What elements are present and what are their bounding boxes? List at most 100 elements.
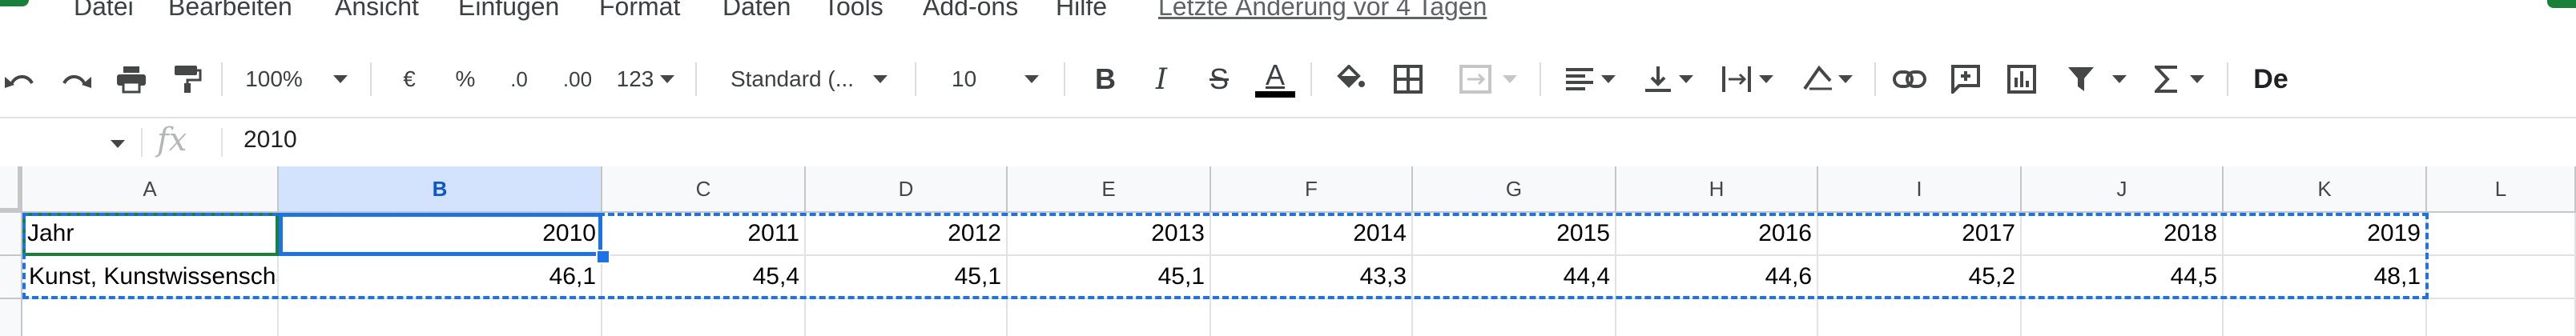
menu-file[interactable]: Datei — [74, 0, 134, 21]
cell-c1[interactable]: 2011 — [602, 213, 806, 256]
formula-divider — [141, 128, 143, 157]
cell-c3[interactable] — [602, 299, 806, 336]
text-rotation-select[interactable] — [1791, 50, 1863, 109]
borders-button[interactable] — [1386, 50, 1431, 109]
more-formats-select[interactable]: 123 — [609, 50, 682, 109]
column-header-c[interactable]: C — [602, 166, 806, 213]
menu-tools[interactable]: Tools — [823, 0, 883, 21]
italic-button[interactable]: I — [1139, 50, 1184, 109]
cell-d2[interactable]: 45,1 — [806, 256, 1008, 299]
text-wrapping-select[interactable] — [1711, 50, 1783, 109]
select-all-corner[interactable] — [0, 166, 22, 213]
column-header-g[interactable]: G — [1413, 166, 1616, 213]
functions-select[interactable] — [2143, 50, 2216, 109]
cell-k2[interactable]: 48,1 — [2224, 256, 2427, 299]
cell-h1[interactable]: 2016 — [1616, 213, 1818, 256]
fill-color-icon — [1337, 65, 1365, 88]
redo-button[interactable] — [54, 50, 99, 109]
percent-format-button[interactable]: % — [444, 50, 487, 109]
formula-input[interactable]: 2010 — [244, 126, 297, 153]
menu-view[interactable]: Ansicht — [335, 0, 419, 21]
column-header-a[interactable]: A — [22, 166, 279, 213]
chevron-down-icon — [1503, 75, 1517, 83]
cell-g2[interactable]: 44,4 — [1413, 256, 1616, 299]
text-color-button[interactable]: A — [1251, 50, 1299, 109]
menu-addons[interactable]: Add-ons — [923, 0, 1019, 21]
print-button[interactable] — [109, 50, 154, 109]
share-button-fragment[interactable] — [2547, 0, 2576, 8]
cell-i1[interactable]: 2017 — [1818, 213, 2022, 256]
column-header-f[interactable]: F — [1211, 166, 1413, 213]
cell-d3[interactable] — [806, 299, 1008, 336]
strikethrough-button[interactable]: S — [1197, 50, 1242, 109]
cell-k3[interactable] — [2224, 299, 2427, 336]
cell-h2[interactable]: 44,6 — [1616, 256, 1818, 299]
column-header-k[interactable]: K — [2224, 166, 2427, 213]
cell-f2[interactable]: 43,3 — [1211, 256, 1413, 299]
bold-button[interactable]: B — [1083, 50, 1128, 109]
undo-icon — [5, 75, 34, 88]
row-header-2[interactable] — [0, 256, 22, 299]
last-edit-link[interactable]: Letzte Änderung vor 4 Tagen — [1158, 0, 1487, 21]
cell-i3[interactable] — [1818, 299, 2022, 336]
undo-button[interactable] — [0, 50, 38, 109]
cell-a3[interactable] — [22, 299, 279, 336]
cell-l2[interactable] — [2427, 256, 2576, 299]
cell-j3[interactable] — [2022, 299, 2224, 336]
horizontal-align-select[interactable] — [1556, 50, 1624, 109]
cell-a1[interactable]: Jahr — [22, 213, 279, 256]
cell-f3[interactable] — [1211, 299, 1413, 336]
column-header-h[interactable]: H — [1616, 166, 1818, 213]
font-size-select[interactable]: 10 — [926, 50, 1054, 109]
cell-g3[interactable] — [1413, 299, 1616, 336]
cell-f1[interactable]: 2014 — [1211, 213, 1413, 256]
input-tools-button[interactable]: De — [2235, 50, 2307, 109]
merge-cells-button[interactable] — [1448, 50, 1528, 109]
cell-b3[interactable] — [279, 299, 602, 336]
cell-l1[interactable] — [2427, 213, 2576, 256]
font-family-select[interactable]: Standard (... — [713, 50, 905, 109]
row-header-1[interactable] — [0, 213, 22, 256]
column-header-j[interactable]: J — [2022, 166, 2224, 213]
cell-i2[interactable]: 45,2 — [1818, 256, 2022, 299]
column-header-b[interactable]: B — [279, 166, 602, 213]
cell-g1[interactable]: 2015 — [1413, 213, 1616, 256]
fill-color-button[interactable] — [1326, 50, 1371, 109]
cell-d1[interactable]: 2012 — [806, 213, 1008, 256]
cell-j1[interactable]: 2018 — [2022, 213, 2224, 256]
column-header-l[interactable]: L — [2427, 166, 2576, 213]
menu-format[interactable]: Format — [599, 0, 681, 21]
cell-k1[interactable]: 2019 — [2224, 213, 2427, 256]
column-header-e[interactable]: E — [1008, 166, 1211, 213]
cell-b2[interactable]: 46,1 — [279, 256, 602, 299]
name-box[interactable] — [0, 118, 128, 166]
insert-link-button[interactable] — [1887, 50, 1932, 109]
cell-a2[interactable]: Kunst, Kunstwissenschaft — [22, 256, 279, 299]
menu-help[interactable]: Hilfe — [1056, 0, 1108, 21]
menu-insert[interactable]: Einfügen — [458, 0, 560, 21]
vertical-align-select[interactable] — [1634, 50, 1703, 109]
column-header-d[interactable]: D — [806, 166, 1008, 213]
zoom-select[interactable]: 100% — [232, 50, 360, 109]
insert-comment-button[interactable] — [1943, 50, 1988, 109]
cell-e3[interactable] — [1008, 299, 1211, 336]
cell-h3[interactable] — [1616, 299, 1818, 336]
cell-j2[interactable]: 44,5 — [2022, 256, 2224, 299]
filter-button[interactable] — [2059, 50, 2103, 109]
insert-chart-button[interactable] — [1999, 50, 2044, 109]
menu-edit[interactable]: Bearbeiten — [168, 0, 292, 21]
currency-format-button[interactable]: € — [388, 50, 431, 109]
cell-c2[interactable]: 45,4 — [602, 256, 806, 299]
column-header-i[interactable]: I — [1818, 166, 2022, 213]
menu-data[interactable]: Daten — [722, 0, 791, 21]
decrease-decimal-button[interactable]: .0 — [497, 50, 541, 109]
row-header-3[interactable] — [0, 299, 22, 336]
cell-l3[interactable] — [2427, 299, 2576, 336]
cell-e2[interactable]: 45,1 — [1008, 256, 1211, 299]
filter-views-select[interactable] — [2103, 50, 2135, 109]
fill-handle[interactable] — [596, 250, 610, 264]
cell-e1[interactable]: 2013 — [1008, 213, 1211, 256]
increase-decimal-button[interactable]: .00 — [551, 50, 604, 109]
paint-format-button[interactable] — [165, 50, 210, 109]
cell-b1[interactable]: 2010 — [279, 213, 602, 256]
